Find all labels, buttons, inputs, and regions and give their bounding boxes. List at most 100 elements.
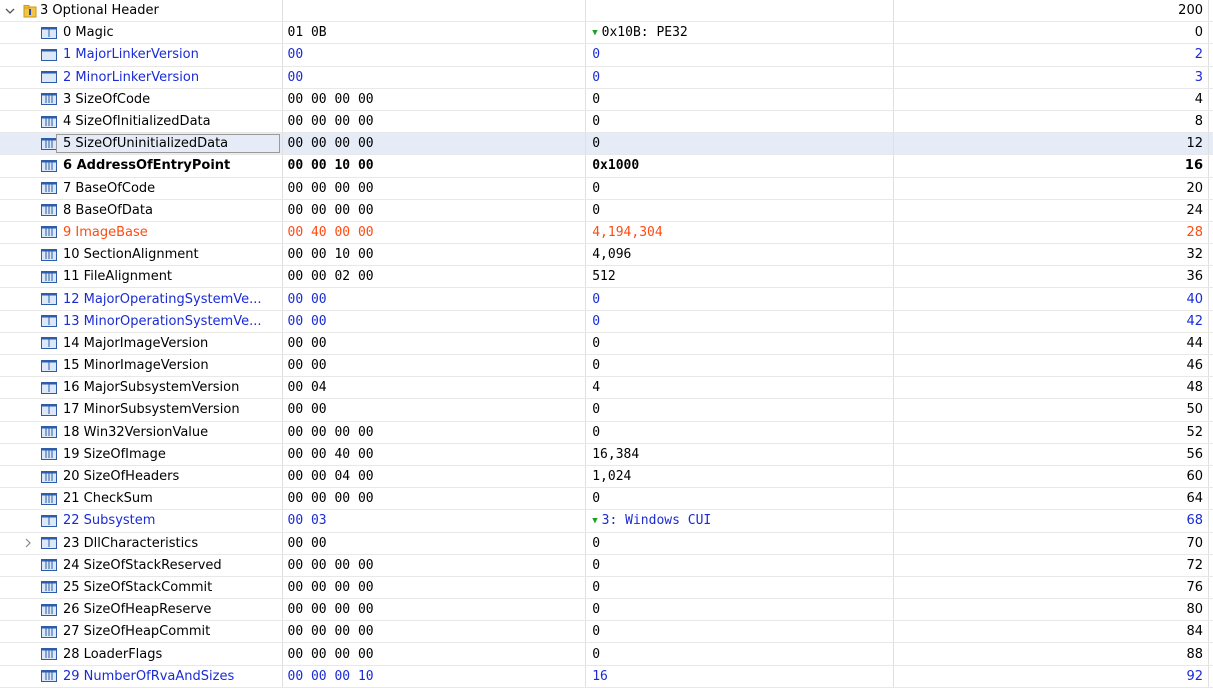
hex-cell[interactable]: 00 00 00 10 [283,665,587,687]
hex-cell[interactable]: 00 00 00 00 [283,488,587,510]
tree-row[interactable]: 14 MajorImageVersion 00 00 0 442 [0,332,1213,355]
name-cell: 8 BaseOfData [0,199,283,221]
hex-cell[interactable]: 00 00 10 00 [283,244,587,266]
tree-row[interactable]: 3 SizeOfCode 00 00 00 00 0 44 [0,88,1213,111]
hex-cell[interactable]: 00 00 40 00 [283,443,587,465]
value-cell[interactable]: 4,194,304 [586,221,894,244]
chevron-right-icon[interactable] [22,537,34,549]
tree-row[interactable]: 5 SizeOfUninitializedData 00 00 00 00 0 124 [0,133,1213,156]
offset-cell: 4 [894,88,1209,110]
tree-row[interactable]: 21 CheckSum 00 00 00 00 0 644 [0,488,1213,511]
tree-row[interactable]: 1 MajorLinkerVersion00021 [0,44,1213,67]
tree-row[interactable]: 16 MajorSubsystemVersion 00 04 4 482 [0,377,1213,400]
value-cell[interactable]: 512 [586,266,894,288]
hex-cell[interactable]: 00 00 00 00 [283,576,587,599]
hex-cell[interactable]: 00 03 [283,510,587,532]
tree-row[interactable]: 26 SizeOfHeapReserve 00 00 00 00 0 804 [0,599,1213,622]
value-cell[interactable]: 0 [586,554,894,576]
tree-row[interactable]: 7 BaseOfCode 00 00 00 00 0 204 [0,177,1213,200]
hex-cell[interactable]: 00 [283,66,587,88]
hex-cell[interactable]: 00 00 00 00 [283,199,587,221]
hex-cell[interactable]: 00 00 00 00 [283,421,587,443]
tree-row[interactable]: 13 MinorOperationSystemVe... 00 00 0 422 [0,310,1213,333]
value-cell[interactable]: ▼ 3: Windows CUI [586,510,894,532]
hex-cell[interactable]: 00 00 04 00 [283,465,587,488]
hex-cell[interactable]: 00 00 00 00 [283,599,587,621]
value-cell[interactable]: 0 [586,643,894,665]
dropdown-triangle-icon[interactable]: ▼ [592,515,598,526]
value-cell[interactable]: 0 [586,532,894,554]
value-cell[interactable]: 4,096 [586,244,894,266]
offset-cell: 0 [894,22,1209,44]
hex-cell[interactable]: 00 00 [283,399,587,421]
chevron-down-icon[interactable] [4,5,16,17]
dropdown-triangle-icon[interactable]: ▼ [592,27,598,38]
value-cell[interactable]: 0 [586,421,894,443]
hex-cell[interactable]: 00 00 10 00 [283,155,587,177]
hex-cell[interactable]: 00 00 00 00 [283,88,587,110]
hex-cell[interactable]: 00 00 [283,332,587,354]
size-cell: 2 [1209,533,1213,554]
tree-row[interactable]: 20 SizeOfHeaders 00 00 04 00 1,024 604 [0,465,1213,489]
value-cell[interactable]: 0 [586,576,894,599]
size-cell: 4 [1209,178,1213,199]
value-cell[interactable]: 0 [586,133,894,155]
value-cell[interactable]: ▼ 0x10B: PE32 [586,22,894,44]
tree-row[interactable]: 4 SizeOfInitializedData 00 00 00 00 0 84 [0,110,1213,134]
hex-cell[interactable]: 00 00 00 00 [283,110,587,133]
tree-row[interactable]: 18 Win32VersionValue 00 00 00 00 0 524 [0,421,1213,444]
tree-row[interactable]: 24 SizeOfStackReserved 00 00 00 00 0 724 [0,554,1213,577]
hex-cell[interactable]: 00 00 [283,355,587,377]
value-cell[interactable]: 0 [586,621,894,643]
value-cell[interactable]: 0 [586,599,894,621]
tree-row[interactable]: 6 AddressOfEntryPoint 00 00 10 00 0x1000 16… [0,155,1213,178]
value-cell[interactable]: 0 [586,399,894,421]
tree-row[interactable]: 10 SectionAlignment 00 00 10 00 4,096 324 [0,244,1213,267]
tree-row[interactable]: 17 MinorSubsystemVersion 00 00 0 502 [0,399,1213,422]
value-cell[interactable]: 0 [586,310,894,332]
tree-row-optional-header[interactable]: 3 Optional Header 200 224 [0,0,1213,23]
value-cell[interactable]: 0 [586,288,894,310]
hex-cell[interactable]: 01 0B [283,22,587,44]
tree-row[interactable]: 15 MinorImageVersion 00 00 0 462 [0,355,1213,378]
hex-cell[interactable]: 00 40 00 00 [283,221,587,244]
hex-cell[interactable]: 00 00 00 00 [283,133,587,155]
value-cell[interactable]: 0 [586,177,894,199]
tree-row[interactable]: 8 BaseOfData 00 00 00 00 0 244 [0,199,1213,222]
tree-row[interactable]: 25 SizeOfStackCommit 00 00 00 00 0 764 [0,576,1213,600]
value-cell[interactable]: 0 [586,332,894,354]
hex-cell[interactable]: 00 00 00 00 [283,643,587,665]
tree-row[interactable]: 9 ImageBase 00 40 00 00 4,194,304 284 [0,221,1213,245]
tree-row[interactable]: 11 FileAlignment 00 00 02 00 512 364 [0,266,1213,289]
hex-cell[interactable]: 00 04 [283,377,587,399]
value-cell[interactable]: 1,024 [586,465,894,488]
value-cell[interactable]: 16 [586,665,894,687]
value-cell[interactable]: 0 [586,66,894,88]
hex-cell[interactable]: 00 00 00 00 [283,621,587,643]
value-cell[interactable]: 0 [586,488,894,510]
value-cell[interactable]: 0 [586,88,894,110]
hex-cell[interactable]: 00 [283,44,587,66]
value-cell[interactable]: 0 [586,110,894,133]
tree-row[interactable]: 28 LoaderFlags 00 00 00 00 0 884 [0,643,1213,666]
tree-row[interactable]: 2 MinorLinkerVersion00031 [0,66,1213,89]
hex-cell[interactable]: 00 00 00 00 [283,554,587,576]
value-cell[interactable]: 0 [586,199,894,221]
value-cell[interactable]: 0 [586,44,894,66]
hex-cell[interactable]: 00 00 02 00 [283,266,587,288]
tree-row[interactable]: 12 MajorOperatingSystemVe... 00 00 0 402 [0,288,1213,311]
hex-cell[interactable]: 00 00 00 00 [283,177,587,199]
value-cell[interactable]: 4 [586,377,894,399]
hex-cell[interactable]: 00 00 [283,310,587,332]
tree-row[interactable]: 27 SizeOfHeapCommit 00 00 00 00 0 844 [0,621,1213,644]
value-cell[interactable]: 16,384 [586,443,894,465]
tree-row[interactable]: 23 DllCharacteristics 00 00 0 702 [0,532,1213,555]
tree-row[interactable]: 19 SizeOfImage 00 00 40 00 16,384 564 [0,443,1213,466]
tree-row[interactable]: 29 NumberOfRvaAndSizes 00 00 00 10 16 924 [0,665,1213,688]
value-cell[interactable]: 0x1000 [586,155,894,177]
hex-cell[interactable]: 00 00 [283,288,587,310]
hex-cell[interactable]: 00 00 [283,532,587,554]
value-cell[interactable]: 0 [586,355,894,377]
